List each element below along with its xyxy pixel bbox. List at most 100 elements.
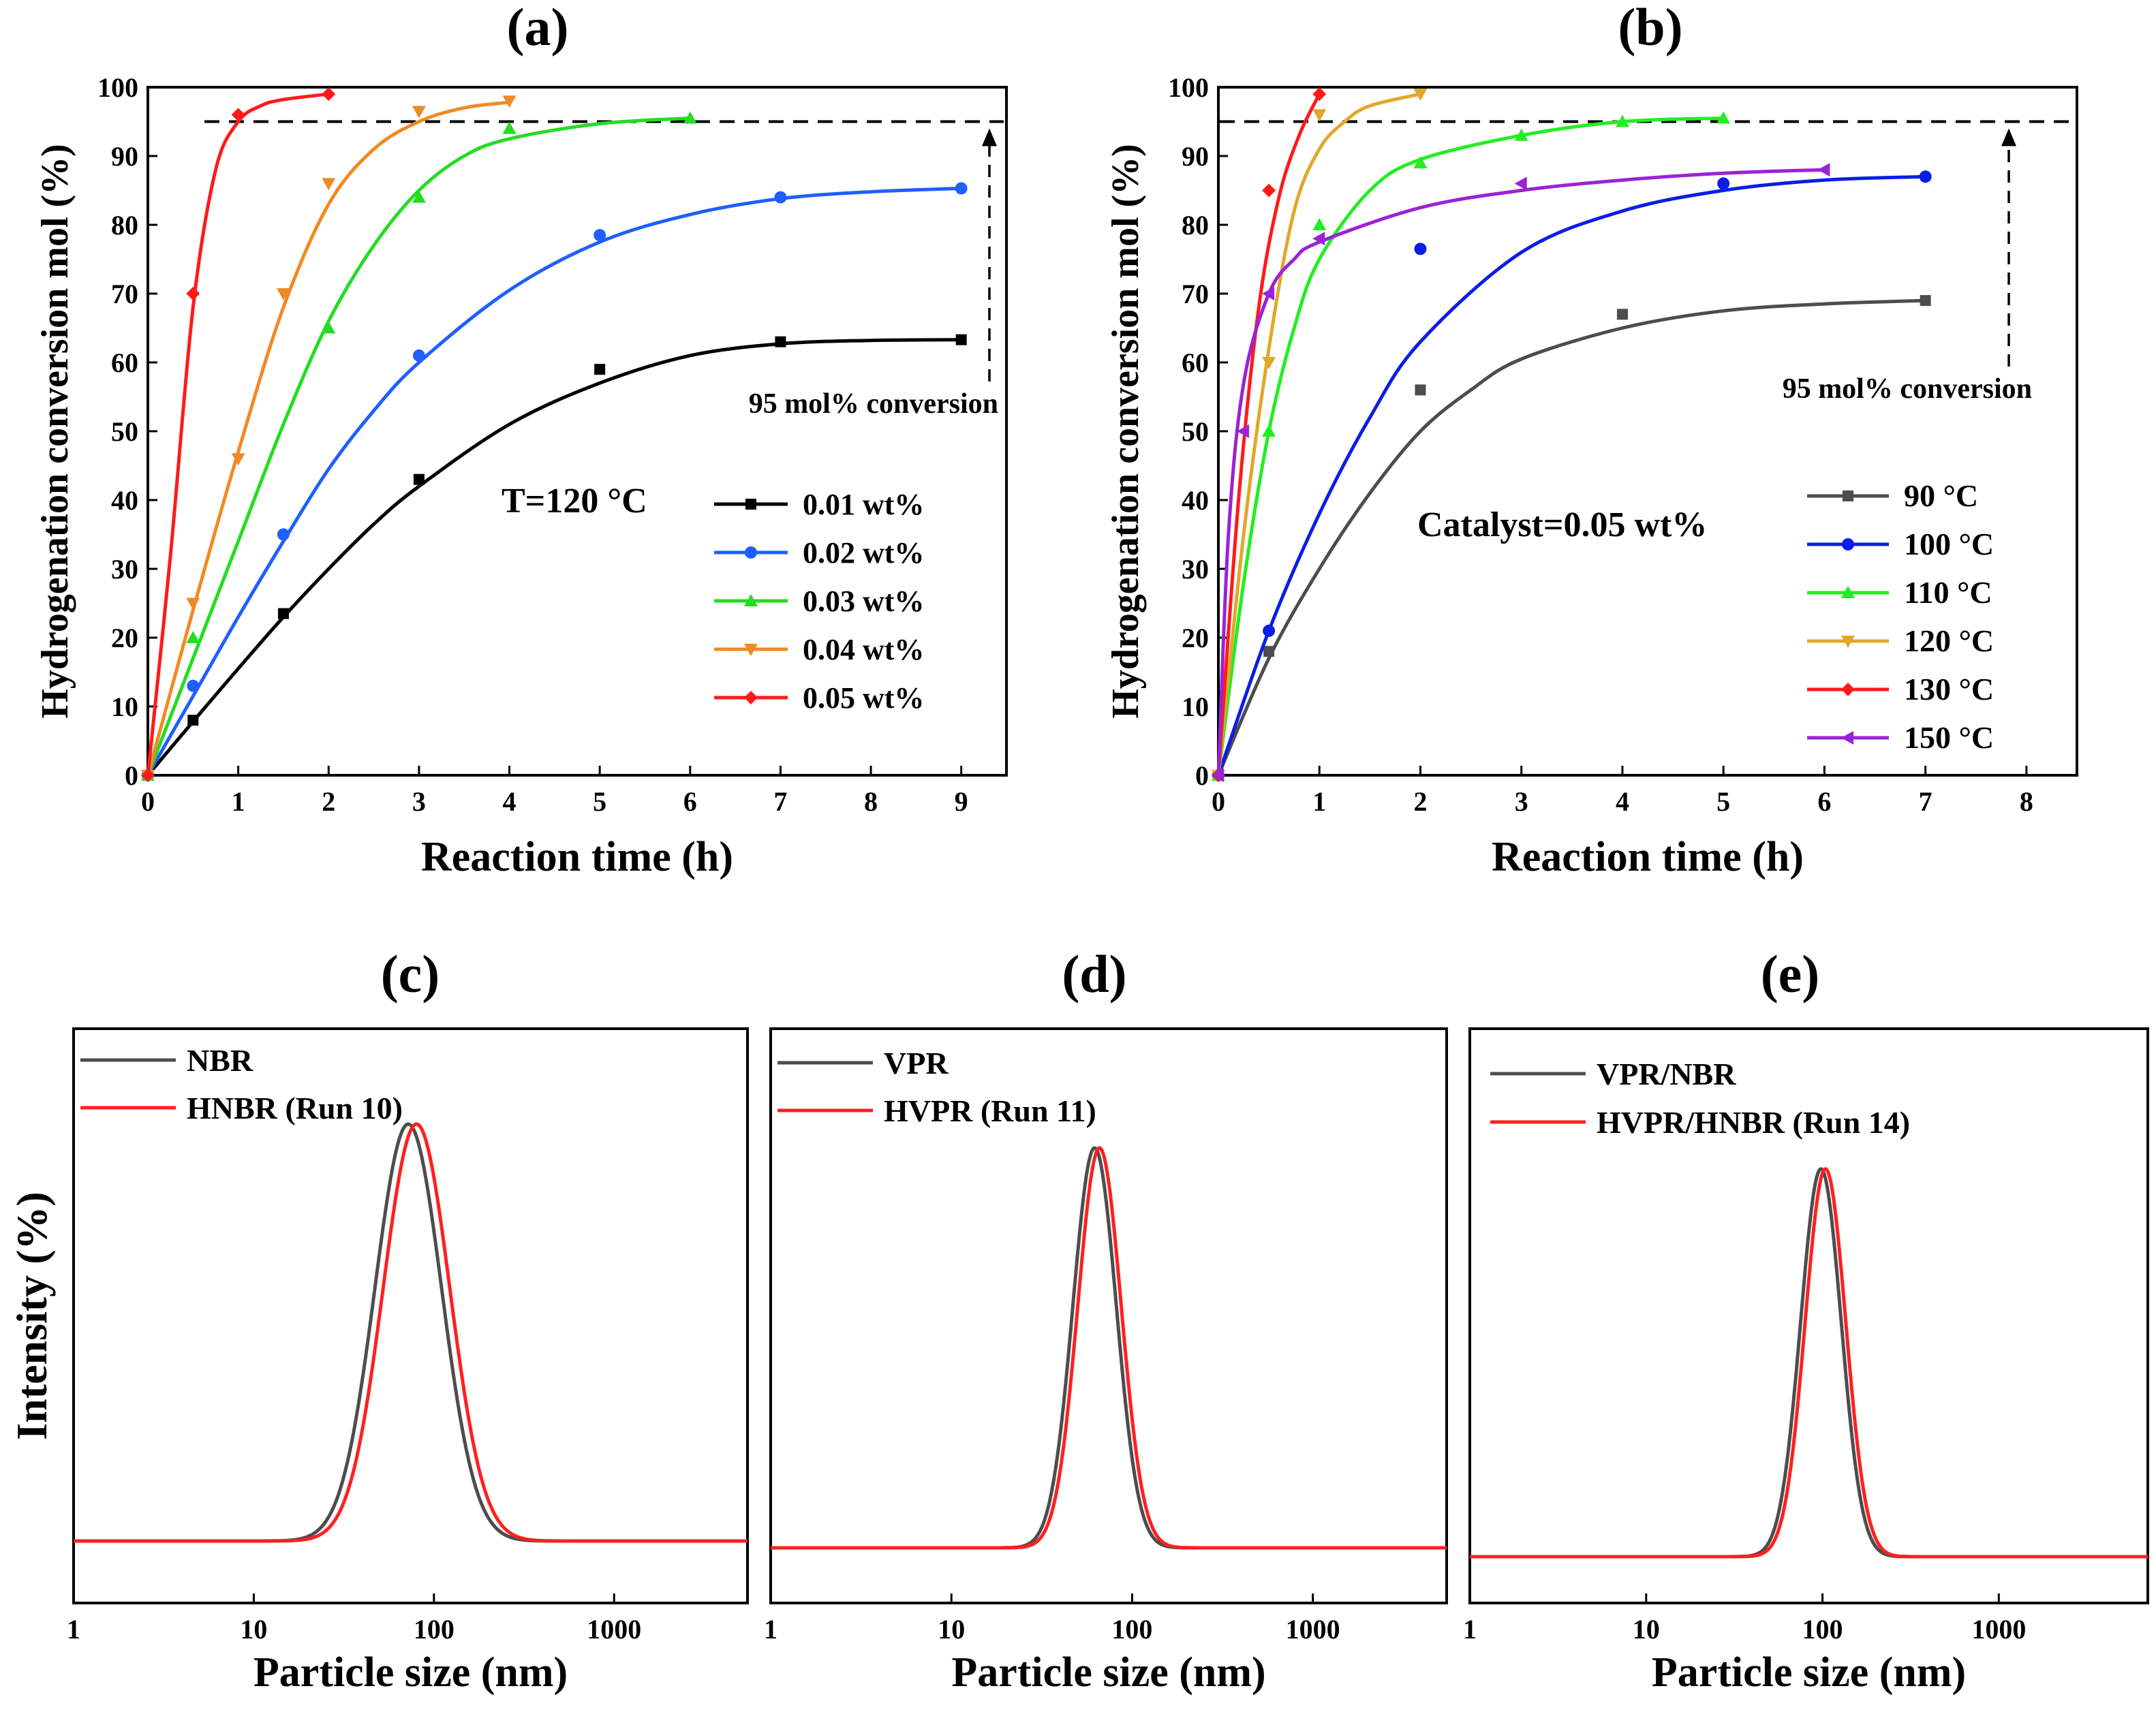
x-tick-label: 10 (240, 1614, 267, 1645)
series-5 (1212, 163, 1830, 782)
data-point (955, 182, 968, 195)
y-tick-label: 90 (111, 141, 138, 172)
data-point (412, 190, 426, 203)
y-tick-label: 80 (1182, 210, 1209, 240)
panel-b: (b)0 1 2 3 4 5 6 7 80102030405060708090100Reacti… (1105, 0, 2078, 880)
data-point (1263, 646, 1275, 657)
y-tick-label: 10 (111, 691, 138, 722)
legend-marker (1841, 683, 1855, 696)
y-tick-label: 30 (1182, 554, 1209, 585)
legend-marker (745, 546, 757, 559)
panel-label: (e) (1761, 944, 1820, 1003)
data-point (412, 106, 426, 119)
x-tick-label: 3 (412, 786, 426, 817)
x-tick-label: 2 (322, 786, 335, 817)
data-point (774, 191, 787, 204)
data-point (955, 334, 967, 345)
data-point (1237, 424, 1250, 438)
data-point (1312, 218, 1327, 230)
distribution-curve (74, 1122, 748, 1543)
y-tick-label: 90 (1182, 141, 1209, 172)
x-tick-label: 9 (955, 786, 968, 817)
x-tick-label: 5 (593, 786, 606, 817)
y-tick-label: 40 (1182, 485, 1209, 516)
data-point (186, 631, 200, 643)
threshold-arrow-head (2001, 128, 2016, 146)
x-axis-label: Reaction time (h) (421, 834, 733, 880)
legend-marker (744, 594, 758, 606)
legend-marker (744, 691, 758, 704)
legend-label: 120 °C (1904, 623, 1994, 658)
x-tick-label: 1 (1463, 1614, 1477, 1645)
y-tick-label: 40 (111, 485, 138, 516)
data-point (322, 178, 336, 191)
data-point (1415, 384, 1426, 396)
legend-label: 90 °C (1904, 478, 1978, 513)
data-point (231, 108, 245, 122)
legend-label: 150 °C (1904, 720, 1994, 755)
x-tick-label: 1 (232, 786, 245, 817)
y-tick-label: 20 (1182, 623, 1209, 653)
fit-curve (146, 100, 510, 776)
y-tick-label: 20 (111, 623, 138, 653)
data-point (1413, 89, 1428, 102)
legend-label: 0.04 wt% (803, 633, 924, 666)
x-tick-label: 10 (938, 1614, 965, 1645)
threshold-label: 95 mol% conversion (749, 388, 998, 420)
x-tick-label: 5 (1716, 786, 1730, 817)
data-point (1919, 170, 1932, 183)
y-tick-label: 100 (1168, 72, 1209, 103)
y-tick-label: 0 (1195, 760, 1209, 791)
series-2 (141, 111, 697, 781)
data-point (186, 597, 200, 610)
x-tick-label: 6 (683, 786, 697, 817)
data-point (1312, 232, 1325, 246)
legend-label: 0.01 wt% (803, 488, 924, 521)
data-point (322, 321, 336, 334)
legend-marker (1841, 636, 1855, 648)
data-point (1514, 176, 1527, 191)
y-tick-label: 50 (1182, 416, 1209, 447)
fit-curve (1216, 298, 1926, 776)
data-point (594, 229, 606, 242)
legend-label: 100 °C (1904, 527, 1994, 561)
x-tick-label: 4 (1616, 786, 1629, 817)
distribution-curve (74, 1122, 748, 1543)
data-point (186, 287, 200, 300)
fit-curve (1216, 92, 1421, 776)
legend-marker (1841, 586, 1855, 598)
data-point (1262, 357, 1276, 369)
x-tick-label: 10 (1633, 1614, 1660, 1645)
y-tick-label: 60 (111, 347, 138, 378)
legend-label: NBR (187, 1043, 253, 1078)
data-point (594, 364, 606, 375)
x-axis-label: Reaction time (h) (1492, 834, 1804, 880)
distribution-curve (1470, 1167, 2148, 1559)
threshold-arrow-head (982, 128, 997, 146)
x-tick-label: 1 (1312, 786, 1326, 817)
distribution-curve (771, 1146, 1447, 1550)
data-point (276, 288, 290, 300)
data-point (1817, 163, 1830, 177)
data-point (1312, 87, 1327, 102)
data-point (1616, 309, 1628, 320)
legend: VPR/NBR HVPR/HNBR (Run 14) (1490, 1057, 1910, 1140)
legend-marker (744, 644, 758, 656)
y-axis-label: Hydrogenation conversion mol (%) (34, 144, 76, 719)
data-point (775, 336, 786, 347)
data-point (231, 453, 245, 466)
legend-marker (745, 499, 756, 510)
panel-label: (d) (1062, 944, 1126, 1003)
data-point (413, 473, 425, 485)
legend-label: HVPR (Run 11) (884, 1093, 1096, 1128)
data-point (502, 95, 517, 108)
x-tick-label: 100 (1802, 1614, 1843, 1645)
y-tick-label: 50 (111, 416, 138, 447)
legend-label: 0.02 wt% (803, 536, 924, 570)
data-point (322, 87, 336, 102)
x-tick-label: 8 (864, 786, 878, 817)
series-2 (1212, 111, 1731, 781)
panel-label: (c) (381, 944, 440, 1003)
y-tick-label: 100 (97, 72, 138, 103)
